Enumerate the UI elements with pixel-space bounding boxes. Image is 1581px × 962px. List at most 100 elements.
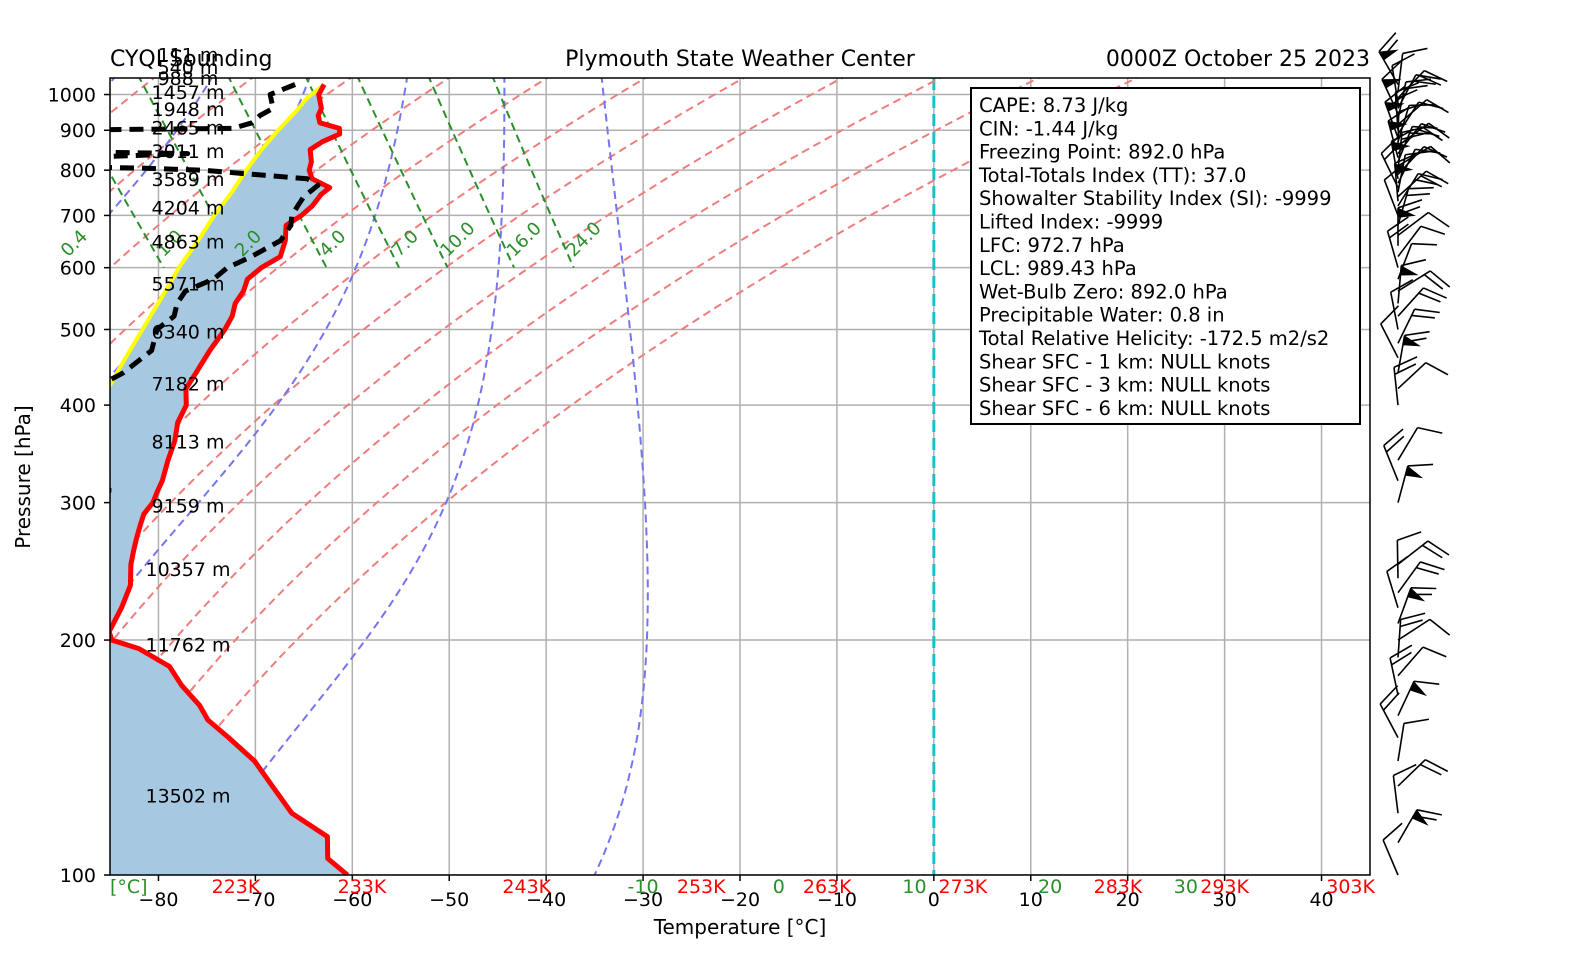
wind-barb-feather — [1393, 763, 1417, 777]
wind-barb-pennant — [1398, 207, 1416, 218]
x-tick-label: 20 — [1116, 889, 1140, 911]
height-label: 3011 m — [152, 141, 225, 163]
bottom-scale-label: 30 — [1174, 876, 1198, 898]
dry-adiabat-line — [110, 78, 845, 646]
wind-barb-feather — [1425, 361, 1449, 376]
wind-barb-feather — [1424, 69, 1448, 83]
wind-barb-staff — [1397, 723, 1405, 762]
wind-barb-staff — [1397, 618, 1431, 641]
wind-barb-staff — [1392, 775, 1399, 814]
mixing-ratio-line — [357, 78, 449, 269]
wind-barb-feather — [1383, 142, 1402, 161]
moist-adiabat-line — [185, 78, 506, 875]
wind-barb-feather — [1402, 47, 1428, 55]
x-tick-label: −30 — [623, 889, 663, 911]
bottom-scale-label: [°C] — [110, 876, 148, 898]
wind-barb-feather — [1414, 308, 1440, 314]
mixing-ratio-label: 4.0 — [315, 226, 350, 261]
wind-barb — [1397, 308, 1440, 344]
wind-barb-feather — [1386, 556, 1408, 573]
wind-barb-pennant — [1394, 163, 1414, 174]
mixing-ratio-line — [110, 171, 165, 269]
wind-barb — [1397, 561, 1445, 594]
wind-barb-feather — [1400, 612, 1426, 621]
wind-barb — [1391, 53, 1415, 104]
height-label: 5571 m — [152, 273, 225, 295]
wind-barb-pennant — [1391, 141, 1411, 152]
mixing-ratio-label: 0.4 — [57, 226, 92, 261]
wind-barb — [1382, 822, 1403, 876]
wind-barb-feather — [1426, 99, 1449, 114]
bottom-scale-label: -10 — [628, 876, 659, 898]
wind-barb — [1380, 305, 1400, 359]
wind-barb — [1387, 106, 1410, 158]
wind-barb-feather — [1384, 85, 1406, 103]
wind-barb-feather — [1383, 163, 1405, 181]
x-axis-label: Temperature [°C] — [653, 915, 827, 939]
wind-barb-feather — [1381, 61, 1401, 80]
x-tick-label: 40 — [1309, 889, 1333, 911]
wind-barb — [1397, 270, 1451, 292]
wind-barb — [1397, 646, 1447, 677]
dry-adiabat-line — [110, 78, 550, 421]
wind-barb-feather — [1407, 463, 1434, 467]
chart-title-right: 0000Z October 25 2023 — [1106, 47, 1370, 72]
wind-barb-feather — [1418, 292, 1441, 303]
wind-barb-feather — [1398, 103, 1424, 113]
height-label: 8113 m — [152, 431, 225, 453]
wind-barb-pennant — [1400, 265, 1419, 276]
wind-barb — [1378, 32, 1399, 85]
parcel-profile-line — [110, 82, 326, 390]
wind-barb-staff — [1397, 646, 1424, 677]
wind-barb-feather — [1429, 270, 1451, 288]
index-line: CAPE: 8.73 J/kg — [979, 94, 1128, 117]
wind-barb-feather — [1389, 644, 1413, 659]
y-tick-label: 400 — [60, 395, 96, 417]
height-label: 4863 m — [152, 232, 225, 254]
height-label: 1457 m — [152, 82, 225, 104]
wind-barb-feather — [1419, 74, 1442, 86]
wind-barb-staff — [1397, 211, 1429, 237]
height-label: 111 m — [158, 44, 219, 66]
wind-barb-pennant — [1405, 465, 1424, 479]
dry-adiabat-line — [110, 78, 648, 496]
wind-barb — [1397, 211, 1450, 237]
axes: −80 −70 −60 −50 −40 −30 −20 −10 0 10 20 30 401002003… — [48, 85, 1376, 911]
wind-barb-feather — [1411, 314, 1435, 319]
wind-barb — [1379, 685, 1400, 738]
indices-box-frame — [970, 87, 1361, 425]
dry-adiabat-line — [110, 78, 746, 571]
wind-barb-staff — [1382, 839, 1399, 876]
wind-barb-feather — [1422, 646, 1447, 658]
wind-barb-feather — [1411, 242, 1437, 246]
index-line: Freezing Point: 892.0 hPa — [979, 141, 1225, 164]
wind-barb-feather — [1420, 175, 1443, 188]
wind-barb — [1397, 718, 1430, 762]
index-line: Precipitable Water: 0.8 in — [979, 304, 1225, 327]
wind-barb-staff — [1387, 120, 1399, 158]
wind-barb — [1393, 356, 1418, 406]
index-line: Lifted Index: -9999 — [979, 211, 1163, 234]
x-tick-label: −80 — [138, 889, 178, 911]
dry-adiabat-line — [110, 78, 1041, 798]
wind-barb-feather — [1417, 426, 1443, 434]
wind-barb — [1397, 170, 1449, 198]
wind-barb-feather — [1388, 223, 1409, 239]
index-line: Showalter Stability Index (SI): -9999 — [979, 187, 1332, 210]
wind-barb-feather — [1387, 106, 1410, 122]
height-label: 3589 m — [152, 169, 225, 191]
wind-barb — [1383, 163, 1405, 216]
wind-barb-pennant — [1388, 120, 1408, 131]
wind-barb-feather — [1380, 305, 1400, 325]
height-label: 540 m — [158, 57, 219, 79]
wind-barb — [1397, 680, 1440, 717]
wind-barb — [1397, 258, 1427, 304]
wind-barb — [1397, 426, 1443, 461]
wind-barb-staff — [1397, 759, 1426, 787]
wind-barb-feather — [1399, 619, 1423, 628]
index-line: Shear SFC - 6 km: NULL knots — [979, 397, 1270, 420]
wind-barbs — [1378, 32, 1451, 876]
mixing-ratio-line — [492, 78, 575, 269]
